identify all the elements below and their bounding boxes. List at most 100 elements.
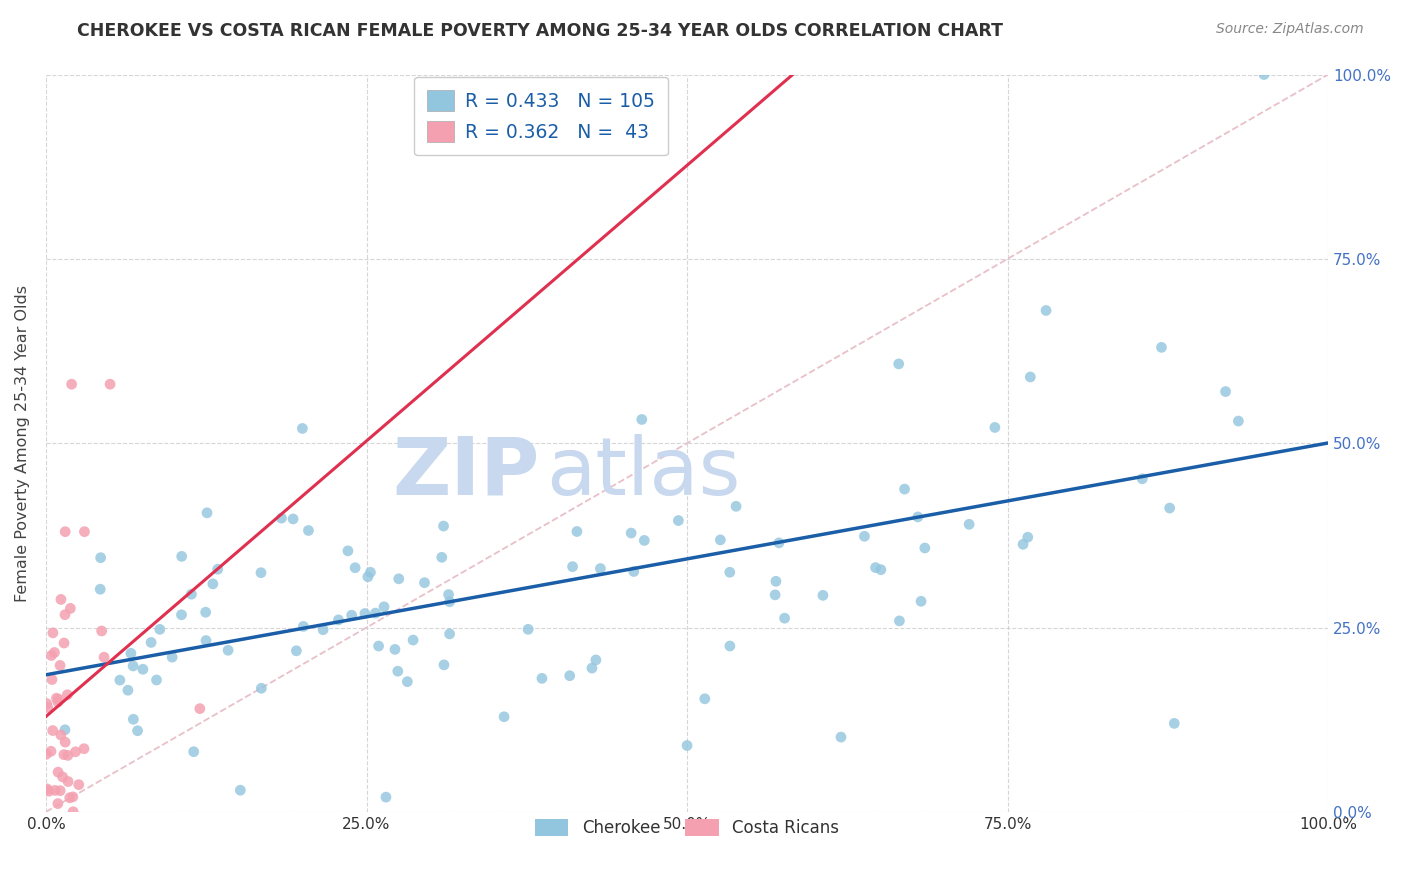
Point <box>437 588 460 602</box>
Text: CHEROKEE VS COSTA RICAN FEMALE POVERTY AMONG 25-34 YEAR OLDS CORRELATION CHART: CHEROKEE VS COSTA RICAN FEMALE POVERTY A… <box>77 22 1004 40</box>
Point <box>56 688 79 702</box>
Point <box>41 723 63 738</box>
Point <box>1035 303 1057 318</box>
Point <box>52 770 75 784</box>
Point <box>830 730 852 744</box>
Point <box>90 624 112 638</box>
Point <box>297 524 319 538</box>
Point <box>1130 472 1153 486</box>
Point <box>195 506 218 520</box>
Point <box>811 588 834 602</box>
Point <box>589 561 612 575</box>
Point <box>108 673 131 687</box>
Point <box>439 627 461 641</box>
Point <box>375 790 398 805</box>
Point <box>709 533 731 547</box>
Point <box>1019 370 1042 384</box>
Point <box>1253 68 1275 82</box>
Point <box>35 747 58 761</box>
Point <box>41 673 63 687</box>
Point <box>581 661 603 675</box>
Point <box>39 744 62 758</box>
Point <box>354 607 377 621</box>
Point <box>340 608 363 623</box>
Point <box>201 577 224 591</box>
Point <box>229 783 252 797</box>
Point <box>666 514 689 528</box>
Point <box>180 587 202 601</box>
Legend: Cherokee, Costa Ricans: Cherokee, Costa Ricans <box>529 813 845 844</box>
Point <box>285 644 308 658</box>
Point <box>117 683 139 698</box>
Point <box>217 643 239 657</box>
Point <box>623 565 645 579</box>
Point <box>170 549 193 564</box>
Point <box>53 607 76 622</box>
Point <box>250 681 273 696</box>
Point <box>98 377 121 392</box>
Point <box>53 723 76 737</box>
Point <box>207 562 229 576</box>
Y-axis label: Female Poverty Among 25-34 Year Olds: Female Poverty Among 25-34 Year Olds <box>15 285 30 602</box>
Point <box>865 560 887 574</box>
Point <box>387 664 409 678</box>
Point <box>432 519 454 533</box>
Point <box>359 566 381 580</box>
Point <box>907 510 929 524</box>
Point <box>517 623 540 637</box>
Point <box>62 805 84 819</box>
Point <box>90 550 112 565</box>
Point <box>160 650 183 665</box>
Point <box>413 575 436 590</box>
Point <box>561 559 583 574</box>
Point <box>48 692 70 706</box>
Point <box>1150 340 1173 354</box>
Point <box>1017 530 1039 544</box>
Point <box>396 674 419 689</box>
Point <box>145 673 167 687</box>
Point <box>53 636 76 650</box>
Point <box>93 650 115 665</box>
Point <box>44 645 66 659</box>
Point <box>41 648 63 663</box>
Point <box>889 614 911 628</box>
Point <box>773 611 796 625</box>
Point <box>281 512 304 526</box>
Text: atlas: atlas <box>546 434 741 512</box>
Point <box>139 635 162 649</box>
Point <box>73 524 96 539</box>
Point <box>402 633 425 648</box>
Point <box>46 695 69 709</box>
Point <box>49 658 72 673</box>
Point <box>37 700 59 714</box>
Text: Source: ZipAtlas.com: Source: ZipAtlas.com <box>1216 22 1364 37</box>
Point <box>45 691 67 706</box>
Point <box>49 783 72 797</box>
Point <box>765 574 787 589</box>
Point <box>56 748 79 763</box>
Point <box>73 741 96 756</box>
Point <box>887 357 910 371</box>
Point <box>62 789 84 804</box>
Point <box>870 563 893 577</box>
Point <box>384 642 406 657</box>
Point <box>1227 414 1250 428</box>
Point <box>188 701 211 715</box>
Point <box>67 778 90 792</box>
Point <box>122 712 145 726</box>
Text: ZIP: ZIP <box>392 434 540 512</box>
Point <box>763 588 786 602</box>
Point <box>250 566 273 580</box>
Point <box>725 500 748 514</box>
Point <box>195 633 218 648</box>
Point <box>768 536 790 550</box>
Point <box>439 595 461 609</box>
Point <box>910 594 932 608</box>
Point <box>53 735 76 749</box>
Point <box>718 639 741 653</box>
Point <box>336 544 359 558</box>
Point <box>38 784 60 798</box>
Point <box>120 646 142 660</box>
Point <box>344 560 367 574</box>
Point <box>122 659 145 673</box>
